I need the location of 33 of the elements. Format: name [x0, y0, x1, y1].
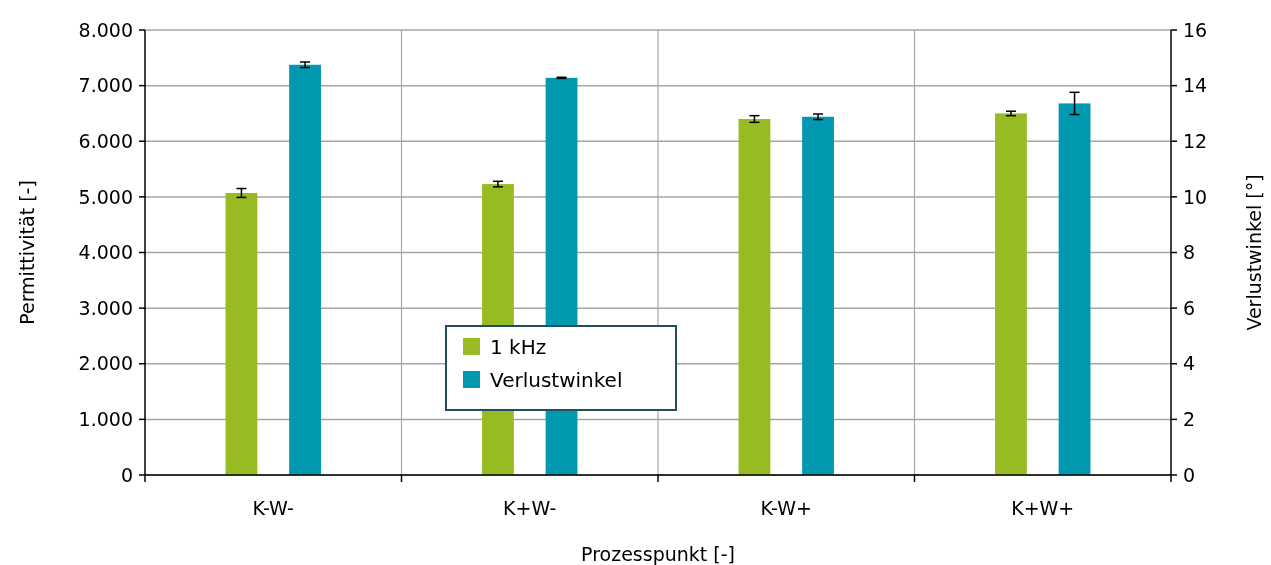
y2-tick-label: 10	[1183, 185, 1208, 208]
y2-tick-label: 2	[1183, 408, 1196, 431]
x-axis-title: Prozesspunkt [-]	[581, 543, 735, 565]
bar	[738, 119, 771, 475]
y-tick-label: 1.000	[78, 408, 133, 431]
y-tick-label: 6.000	[78, 129, 133, 152]
bar	[289, 64, 321, 475]
bar	[802, 116, 834, 475]
x-tick-label: K-W+	[760, 497, 812, 519]
y2-tick-label: 4	[1183, 352, 1196, 375]
y-tick-label: 8.000	[78, 18, 133, 41]
y2-axis-title: Verlustwinkel [°]	[1243, 174, 1265, 331]
y-tick-label: 7.000	[78, 74, 133, 97]
y2-tick-label: 8	[1183, 241, 1196, 264]
y2-tick-label: 0	[1183, 463, 1196, 486]
y-tick-label: 4.000	[78, 241, 133, 264]
y-axis-title: Permittivität [-]	[16, 180, 38, 325]
y2-tick-label: 14	[1183, 74, 1208, 97]
y-tick-label: 5.000	[78, 185, 133, 208]
legend-label: 1 kHz	[490, 335, 547, 359]
y-tick-label: 2.000	[78, 352, 133, 375]
y-tick-label: 3.000	[78, 296, 133, 319]
y-tick-label: 0	[120, 463, 133, 486]
y2-tick-label: 16	[1183, 18, 1208, 41]
x-tick-label: K+W-	[503, 497, 557, 519]
y2-tick-label: 6	[1183, 296, 1196, 319]
bar	[1058, 103, 1091, 475]
legend-label: Verlustwinkel	[490, 368, 623, 392]
x-tick-label: K-W-	[252, 497, 294, 519]
bar	[225, 192, 258, 475]
y2-tick-label: 12	[1183, 129, 1208, 152]
x-tick-label: K+W+	[1011, 497, 1075, 519]
bar	[995, 113, 1027, 475]
